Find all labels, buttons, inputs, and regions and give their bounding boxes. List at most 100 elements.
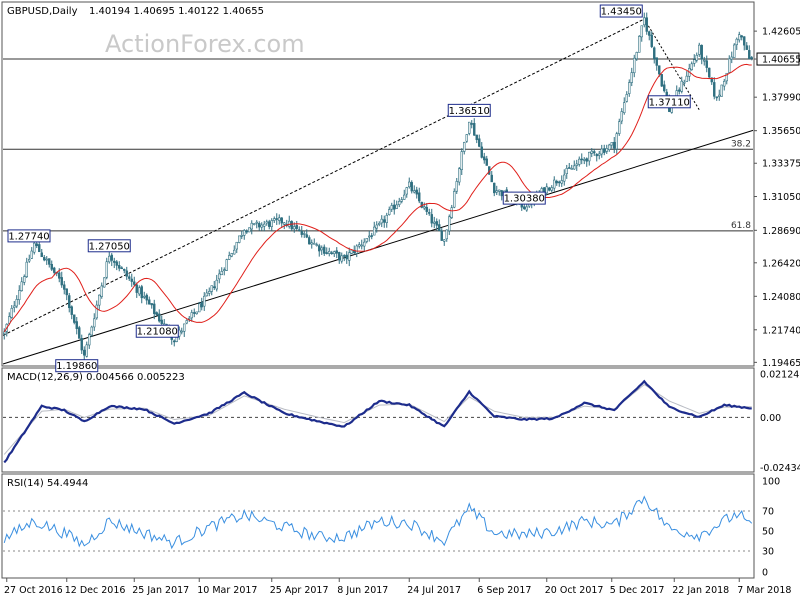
candle-body: [120, 267, 123, 270]
candle-body: [545, 186, 548, 194]
candle-body: [565, 168, 568, 175]
candle-body: [295, 225, 298, 229]
candle-body: [400, 199, 403, 202]
candle-body: [188, 318, 191, 320]
candle-body: [345, 254, 348, 260]
candle-body: [258, 223, 261, 228]
candle-body: [83, 349, 86, 356]
swing-label-box: [447, 103, 491, 117]
candle-body: [618, 121, 621, 134]
candle-body: [623, 102, 626, 114]
candle-body: [628, 82, 631, 94]
x-tick-label: 8 Jun 2017: [337, 585, 388, 596]
candle-body: [693, 59, 696, 64]
candle-body: [148, 299, 151, 305]
price-tick-label: 1.42605: [762, 27, 800, 38]
candle-body: [218, 273, 221, 280]
candle-body: [318, 245, 321, 252]
candle-body: [483, 156, 486, 161]
macd-panel-frame: [1, 367, 755, 473]
candle-body: [423, 206, 426, 209]
candle-body: [425, 206, 428, 212]
macd-tick-label: 0.00: [760, 413, 781, 424]
candle-body: [378, 222, 381, 225]
rsi-tick-label: 70: [762, 507, 774, 518]
candle-body: [733, 44, 736, 58]
candle-body: [455, 181, 458, 192]
candle-body: [180, 330, 183, 333]
candle-body: [93, 318, 96, 328]
candle-body: [685, 75, 688, 82]
candle-body: [240, 235, 243, 237]
candle-body: [3, 331, 6, 335]
candle-body: [560, 180, 563, 184]
candle-body: [220, 271, 223, 276]
candle-body: [580, 158, 583, 161]
candle-body: [593, 151, 596, 154]
candle-body: [333, 251, 336, 255]
price-tick-label: 1.33375: [762, 159, 800, 170]
macd-title: MACD(12,26,9) 0.004566 0.005223: [7, 372, 185, 383]
candle-body: [28, 259, 31, 262]
candle-body: [355, 245, 358, 254]
candle-body: [630, 72, 633, 83]
candle-body: [370, 235, 373, 237]
candle-body: [268, 221, 271, 227]
candle-body: [138, 287, 141, 295]
candle-body: [73, 314, 76, 323]
candle-body: [583, 159, 586, 161]
candle-body: [713, 82, 716, 97]
candle-body: [65, 288, 68, 296]
candle-body: [395, 204, 398, 209]
candle-body: [575, 163, 578, 166]
candle-body: [140, 286, 143, 299]
candle-body: [448, 216, 451, 232]
candle-body: [198, 303, 201, 313]
candle-body: [143, 295, 146, 298]
x-tick-label: 10 Mar 2017: [197, 585, 257, 596]
candle-body: [128, 276, 131, 279]
candle-body: [555, 180, 558, 184]
candle-body: [650, 34, 653, 47]
candle-body: [158, 313, 161, 322]
candle-body: [683, 81, 686, 84]
rsi-tick-label: 30: [762, 547, 774, 558]
ohlc-label: 1.40194 1.40695 1.40122 1.40655: [89, 6, 264, 17]
candle-body: [123, 268, 126, 271]
x-tick-label: 24 Jul 2017: [407, 585, 461, 596]
candle-body: [475, 134, 478, 141]
candle-body: [230, 253, 233, 257]
candle-body: [398, 201, 401, 205]
candle-body: [145, 294, 148, 301]
candle-body: [253, 223, 256, 225]
candle-body: [273, 218, 276, 221]
candle-body: [743, 36, 746, 46]
candle-body: [48, 258, 51, 265]
rsi-line: [3, 495, 753, 550]
price-tick-label: 1.31050: [762, 192, 800, 203]
candle-body: [750, 57, 753, 59]
swing-label-text: 1.27740: [8, 231, 49, 242]
candle-body: [710, 77, 713, 83]
candle-body: [95, 304, 98, 319]
candle-body: [663, 84, 666, 92]
candle-body: [153, 303, 156, 314]
candle-body: [290, 221, 293, 230]
candle-body: [118, 265, 121, 269]
candle-body: [390, 205, 393, 210]
candle-body: [310, 242, 313, 245]
candle-body: [98, 294, 101, 306]
candle-body: [320, 247, 323, 251]
candle-body: [740, 35, 743, 38]
candle-body: [660, 74, 663, 87]
rsi-tick-label: 0: [762, 568, 768, 579]
candle-body: [193, 312, 196, 314]
price-tick-label: 1.40655: [762, 55, 800, 66]
candle-body: [718, 94, 721, 97]
candle-body: [368, 235, 371, 238]
macd-main-line: [3, 379, 752, 464]
candle-body: [625, 94, 628, 102]
candle-body: [458, 168, 461, 183]
swing-label-box: [599, 4, 643, 18]
